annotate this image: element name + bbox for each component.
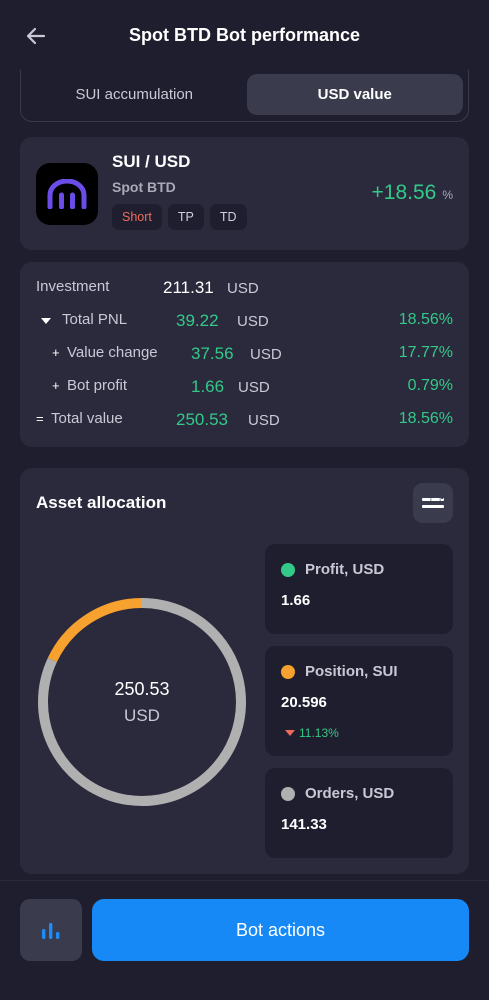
position-dot-icon bbox=[281, 665, 295, 679]
stat-percent: 0.79% bbox=[407, 377, 453, 394]
stat-amount: 250.53 bbox=[176, 410, 228, 429]
header: Spot BTD Bot performance bbox=[0, 0, 489, 70]
view-mode-button[interactable] bbox=[413, 483, 453, 523]
stat-label: Value change bbox=[67, 344, 158, 361]
allocation-title: Asset allocation bbox=[36, 493, 167, 512]
legend-name: Orders, USD bbox=[305, 785, 395, 802]
pair-card: SUI / USD Spot BTD Short TP TD +18.56 % bbox=[20, 137, 469, 250]
stat-amount: 211.31 bbox=[163, 278, 214, 297]
allocation-donut-chart bbox=[38, 598, 246, 806]
tag-td: TD bbox=[209, 204, 247, 230]
legend-position: Position, SUI 20.596 11.13% bbox=[265, 646, 453, 756]
stat-amount: 37.56 bbox=[191, 344, 234, 363]
page-title: Spot BTD Bot performance bbox=[128, 24, 360, 45]
stat-row-bot-profit: + Bot profit 1.66 USD 0.79% bbox=[20, 377, 469, 401]
stats-card: Investment 211.31 USD Total PNL 39.22 US… bbox=[20, 262, 469, 447]
stat-percent: 18.56% bbox=[398, 311, 453, 328]
pnl-unit: % bbox=[442, 188, 453, 202]
arrow-left-icon bbox=[26, 27, 46, 45]
pnl-summary: +18.56 % bbox=[372, 181, 454, 205]
position-change-value: 11.13% bbox=[299, 726, 339, 740]
pnl-percent: +18.56 bbox=[371, 181, 437, 204]
tab-usd-value[interactable]: USD value bbox=[246, 74, 463, 115]
stat-row-investment: Investment 211.31 USD bbox=[20, 278, 469, 302]
stat-percent: 18.56% bbox=[398, 410, 453, 427]
tab-sui-accumulation[interactable]: SUI accumulation bbox=[75, 86, 194, 103]
legend-orders: Orders, USD 141.33 bbox=[265, 768, 453, 858]
stat-row-total-pnl[interactable]: Total PNL 39.22 USD 18.56% bbox=[20, 311, 469, 335]
legend-value: 141.33 bbox=[281, 816, 327, 833]
down-triangle-icon bbox=[285, 730, 295, 736]
stat-unit: USD bbox=[238, 379, 270, 396]
view-toggle: SUI accumulation USD value bbox=[20, 70, 469, 122]
legend-value: 20.596 bbox=[281, 694, 327, 711]
bot-type: Spot BTD bbox=[112, 179, 176, 195]
legend-profit: Profit, USD 1.66 bbox=[265, 544, 453, 634]
asset-allocation-card: Asset allocation 250.53 USD Profit, USD … bbox=[20, 468, 469, 874]
caret-down-icon bbox=[41, 318, 51, 324]
dashed-line-icon bbox=[422, 498, 444, 501]
stat-unit: USD bbox=[250, 346, 282, 363]
stat-label: Bot profit bbox=[67, 377, 128, 394]
bottom-bar: Bot actions bbox=[0, 880, 489, 1000]
plus-icon: + bbox=[52, 345, 60, 360]
stat-percent: 17.77% bbox=[398, 344, 453, 361]
position-change: 11.13% bbox=[285, 726, 339, 740]
bar-chart-icon bbox=[42, 923, 60, 939]
tag-tp: TP bbox=[167, 204, 204, 230]
legend-name: Profit, USD bbox=[305, 561, 385, 578]
tag-short: Short bbox=[112, 204, 162, 230]
stat-unit: USD bbox=[237, 313, 269, 330]
plus-icon: + bbox=[52, 378, 60, 393]
chart-button[interactable] bbox=[20, 899, 82, 961]
stat-unit: USD bbox=[227, 280, 259, 297]
legend-value: 1.66 bbox=[281, 592, 311, 609]
stat-row-total-value: = Total value 250.53 USD 18.56% bbox=[20, 410, 469, 434]
donut-total-unit: USD bbox=[124, 705, 160, 725]
pair-name: SUI / USD bbox=[112, 152, 191, 171]
bot-actions-button[interactable]: Bot actions bbox=[92, 899, 469, 961]
stat-unit: USD bbox=[248, 412, 280, 429]
tag-list: Short TP TD bbox=[112, 204, 247, 230]
profit-dot-icon bbox=[281, 563, 295, 577]
stat-label: Investment bbox=[36, 278, 110, 295]
stat-amount: 1.66 bbox=[191, 377, 225, 396]
legend-name: Position, SUI bbox=[305, 663, 398, 680]
donut-total-value: 250.53 bbox=[114, 678, 170, 699]
back-button[interactable] bbox=[22, 22, 50, 50]
stat-row-value-change: + Value change 37.56 USD 17.77% bbox=[20, 344, 469, 368]
exchange-logo-icon bbox=[36, 163, 98, 225]
orders-dot-icon bbox=[281, 787, 295, 801]
equals-icon: = bbox=[36, 411, 44, 426]
stat-label: Total value bbox=[51, 410, 123, 427]
line-icon bbox=[422, 505, 444, 508]
donut-segment-orders bbox=[38, 598, 246, 806]
donut-center: 250.53 USD bbox=[34, 594, 250, 810]
stat-label: Total PNL bbox=[62, 311, 128, 328]
stat-amount: 39.22 bbox=[176, 311, 219, 330]
